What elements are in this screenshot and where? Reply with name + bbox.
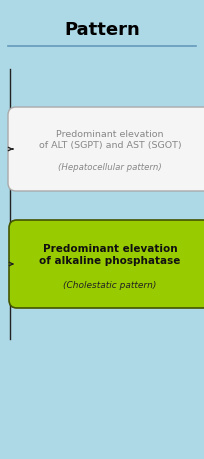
FancyBboxPatch shape xyxy=(9,220,204,308)
Text: Predominant elevation
of alkaline phosphatase: Predominant elevation of alkaline phosph… xyxy=(39,244,181,265)
Text: (Hepatocellular pattern): (Hepatocellular pattern) xyxy=(58,163,162,172)
Text: (Cholestatic pattern): (Cholestatic pattern) xyxy=(63,280,157,289)
FancyBboxPatch shape xyxy=(8,108,204,191)
Text: Pattern: Pattern xyxy=(64,21,140,39)
Text: Predominant elevation
of ALT (SGPT) and AST (SGOT): Predominant elevation of ALT (SGPT) and … xyxy=(39,130,181,149)
